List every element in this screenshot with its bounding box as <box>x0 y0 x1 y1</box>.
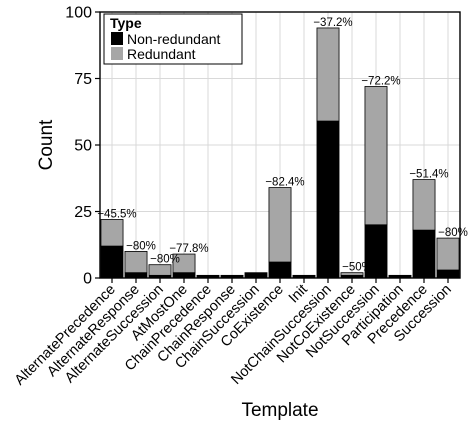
bar-alternateresponse-redundant <box>124 250 148 274</box>
data-labels: −45.5%−80%−80%−77.8%−82.4%−37.2%−50%−72.… <box>97 17 468 274</box>
bar-chainsuccession-non-redundant <box>244 272 268 279</box>
bar-coexistence-redundant <box>268 187 292 263</box>
data-label-alternateprecedence: −45.5% <box>97 208 136 220</box>
bar-alternateprecedence-redundant <box>100 219 124 247</box>
bar-alternateprecedence-non-redundant <box>100 245 124 279</box>
bar-coexistence-non-redundant <box>268 261 292 279</box>
data-label-notchainsuccession: −37.2% <box>313 17 352 29</box>
legend: Type Non-redundant Redundant <box>103 13 243 65</box>
y-tick-label-100: 100 <box>65 5 92 22</box>
legend-swatch-redundant <box>111 47 123 60</box>
y-tick-label-50: 50 <box>74 138 92 155</box>
legend-box <box>103 13 243 65</box>
y-axis: 0 25 50 75 100 <box>65 5 100 288</box>
data-label-coexistence: −82.4% <box>265 177 304 189</box>
bar-precedence-redundant <box>412 179 436 231</box>
legend-label-redundant: Redundant <box>127 46 196 62</box>
bar-notchainsuccession-non-redundant <box>316 120 340 279</box>
data-label-precedence: −51.4% <box>409 169 448 181</box>
legend-label-non-redundant: Non-redundant <box>127 31 221 47</box>
data-label-alternatesuccession: −80% <box>150 254 180 266</box>
bar-alternatesuccession-redundant <box>148 264 172 276</box>
data-label-notcoexistence: −50% <box>342 262 372 274</box>
y-tick-label-0: 0 <box>83 271 92 288</box>
legend-title: Type <box>110 15 142 31</box>
x-axis-title: Template <box>241 400 318 421</box>
data-label-notsuccession: −72.2% <box>361 75 400 87</box>
x-axis: AlternatePrecedenceAlternateResponseAlte… <box>12 278 455 389</box>
bar-succession-non-redundant <box>436 269 460 279</box>
bar-atmostone-redundant <box>172 253 196 274</box>
y-tick-label-25: 25 <box>74 204 92 221</box>
bar-notcoexistence-redundant <box>340 272 364 276</box>
y-axis-title: Count <box>36 119 57 170</box>
bar-notchainsuccession-redundant <box>316 27 340 122</box>
y-tick-label-75: 75 <box>74 71 92 88</box>
bar-notsuccession-redundant <box>364 86 388 226</box>
bar-succession-redundant <box>436 237 460 271</box>
bar-alternateresponse-non-redundant <box>124 272 148 279</box>
bar-atmostone-non-redundant <box>172 272 196 279</box>
data-label-alternateresponse: −80% <box>126 240 156 252</box>
legend-swatch-non-redundant <box>111 32 123 45</box>
data-label-atmostone: −77.8% <box>169 243 208 255</box>
bar-precedence-non-redundant <box>412 229 436 279</box>
data-label-succession: −80% <box>438 227 468 239</box>
